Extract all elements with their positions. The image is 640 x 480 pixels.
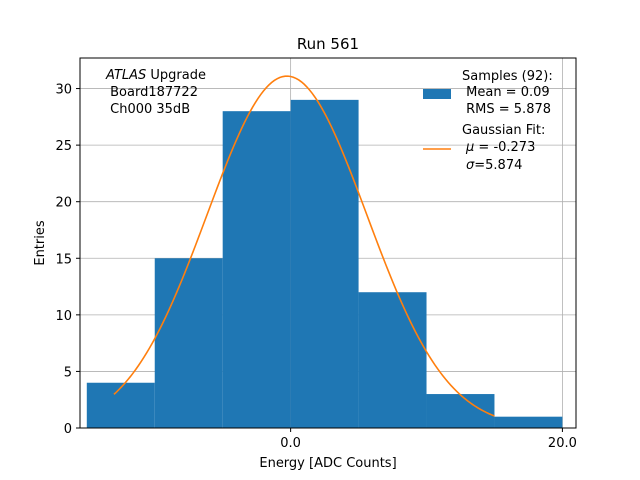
x-tick-label: 0.0 [280,436,301,451]
legend: Samples (92): Mean = 0.09 RMS = 5.878 Ga… [423,69,553,173]
legend-samples-title: Samples (92): [462,69,553,84]
x-axis-ticks: 0.0 20.0 [280,428,577,451]
upgrade-label: Upgrade [146,68,206,83]
histogram-bar [494,416,563,428]
atlas-upgrade-line: ATLAS Upgrade [105,68,206,83]
gaussian-fit-curve [113,75,495,417]
y-tick-label: 20 [55,196,72,211]
y-tick-label: 5 [64,365,72,380]
legend-mu-symbol: μ [465,140,474,155]
legend-samples-mean: Mean = 0.09 [462,85,550,100]
legend-mu-value: = -0.273 [474,140,535,155]
histogram-bar [358,292,427,428]
x-axis-label: Energy [ADC Counts] [259,456,396,471]
plot-frame [79,57,577,429]
atlas-label: ATLAS [105,68,146,83]
y-tick-label: 0 [64,422,72,437]
y-tick-label: 30 [55,83,72,98]
x-tick-label: 20.0 [548,436,577,451]
y-axis-ticks: 0 5 10 15 20 25 30 [55,83,80,437]
y-axis-label: Entries [33,220,48,266]
histogram-bar [222,111,291,429]
y-tick-label: 25 [55,139,72,154]
histogram-bar [290,99,359,428]
legend-fit-title: Gaussian Fit: [462,123,545,138]
y-tick-label: 15 [55,252,72,267]
legend-sigma-value: =5.874 [474,158,522,173]
legend-fit-mu: μ = -0.273 [465,140,535,155]
legend-samples-rms: RMS = 5.878 [462,102,551,117]
chart-title: Run 561 [297,35,359,53]
board-label: Board187722 [106,85,198,100]
y-tick-label: 10 [55,309,72,324]
atlas-annotation: ATLAS Upgrade Board187722 Ch000 35dB [105,68,206,117]
histogram-bars [86,99,563,429]
legend-samples-swatch [423,89,451,99]
histogram-bar [154,258,223,428]
channel-label: Ch000 35dB [106,102,190,117]
legend-sigma-symbol: σ [466,158,475,173]
histogram-bar [86,382,155,428]
legend-fit-sigma: σ=5.874 [466,158,522,173]
